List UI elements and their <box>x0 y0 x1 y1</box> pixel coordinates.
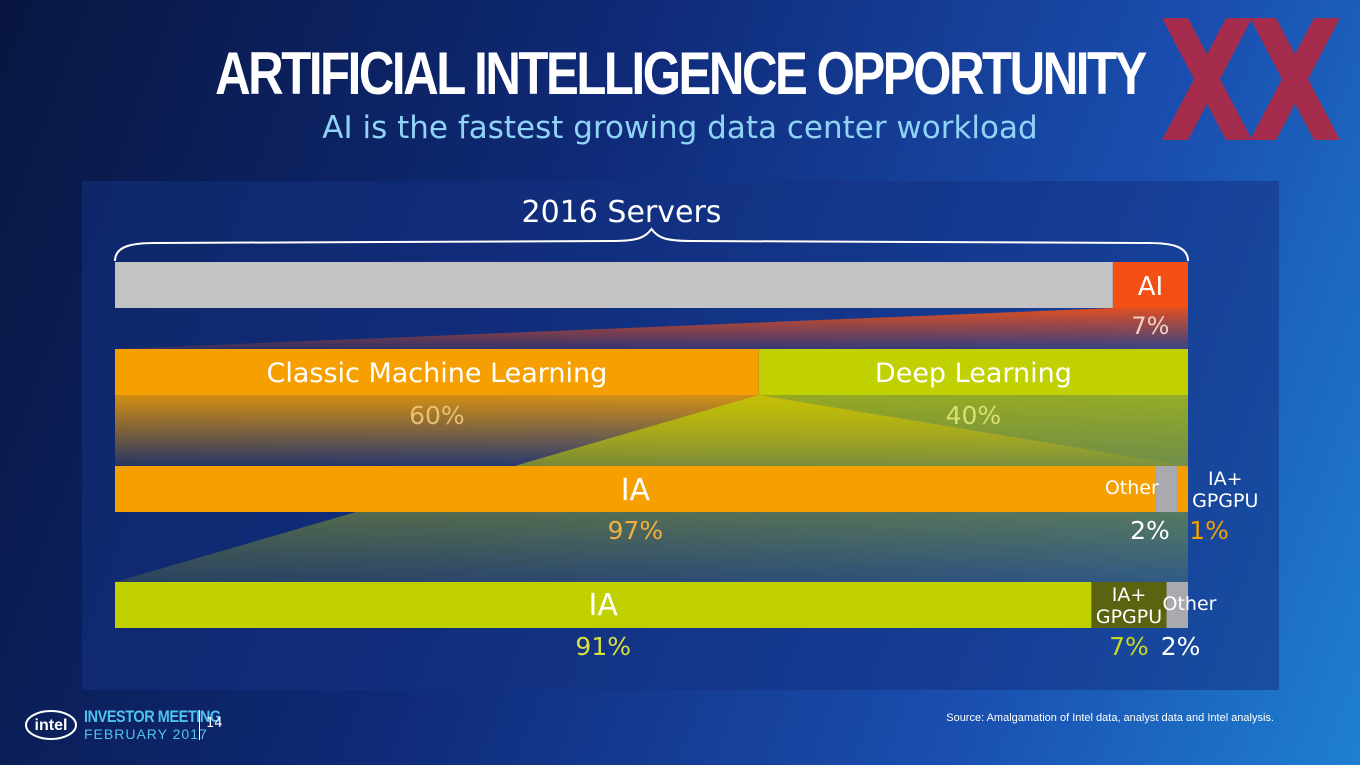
funnel-chart: 2016 Servers AI 7% Classic Machine Learning… <box>114 195 1258 661</box>
bar-segment <box>1177 466 1188 512</box>
value-label: 7% <box>1109 632 1149 661</box>
label-line: IA+ <box>1208 468 1243 490</box>
segment-label: IA+ GPGPU <box>1192 468 1258 512</box>
segment-label: IA <box>621 473 651 508</box>
segment-label: Other <box>1105 477 1159 499</box>
bar-segment <box>115 582 1092 628</box>
segment-label: AI <box>1138 272 1163 302</box>
bar-segment <box>1166 582 1188 628</box>
label-line: GPGPU <box>1096 606 1162 628</box>
slide-title: ARTIFICIAL INTELLIGENCE OPPORTUNITY <box>215 40 1147 107</box>
segment-label: Deep Learning <box>875 358 1072 389</box>
value-label: 91% <box>575 632 631 661</box>
servers-brace <box>114 227 1189 262</box>
chart-panel: 2016 Servers AI 7% Classic Machine Learning… <box>82 181 1279 690</box>
slide-subtitle: AI is the fastest growing data center wo… <box>322 110 1038 146</box>
intel-logo: intel <box>25 710 77 740</box>
chart-title: 2016 Servers <box>522 195 722 230</box>
footer-divider <box>199 710 200 740</box>
label-line: IA+ <box>1112 584 1147 606</box>
value-label: 7% <box>1131 312 1169 340</box>
bar-segment <box>115 349 759 395</box>
xx-logo <box>1162 18 1340 140</box>
bar-segment <box>1091 582 1167 628</box>
value-label: 1% <box>1189 516 1229 545</box>
segment-label: IA+ GPGPU <box>1096 584 1162 628</box>
segment-label: Classic Machine Learning <box>267 358 608 389</box>
value-label: 40% <box>946 401 1002 430</box>
value-label: 97% <box>608 516 664 545</box>
funnel-ai <box>115 308 1188 349</box>
bar-segment <box>115 466 1156 512</box>
logo-stroke <box>1162 18 1252 140</box>
bar-segment <box>758 349 1188 395</box>
page-number: 14 <box>206 716 223 731</box>
bar-segment <box>1155 466 1178 512</box>
source-note: Source: Amalgamation of Intel data, anal… <box>946 712 1274 724</box>
logo-stroke <box>1250 18 1340 140</box>
bar-segment <box>1112 262 1188 308</box>
value-label: 60% <box>409 401 465 430</box>
label-line: GPGPU <box>1192 490 1258 512</box>
value-label: 2% <box>1130 516 1170 545</box>
segment-label: Other <box>1163 593 1217 615</box>
value-label: 2% <box>1161 632 1201 661</box>
segment-label: IA <box>589 588 619 623</box>
event-date: FEBRUARY 2017 <box>84 726 208 742</box>
intel-logo-text: intel <box>35 717 68 734</box>
event-title: INVESTOR MEETING <box>84 707 221 726</box>
bar-segment <box>115 262 1113 308</box>
